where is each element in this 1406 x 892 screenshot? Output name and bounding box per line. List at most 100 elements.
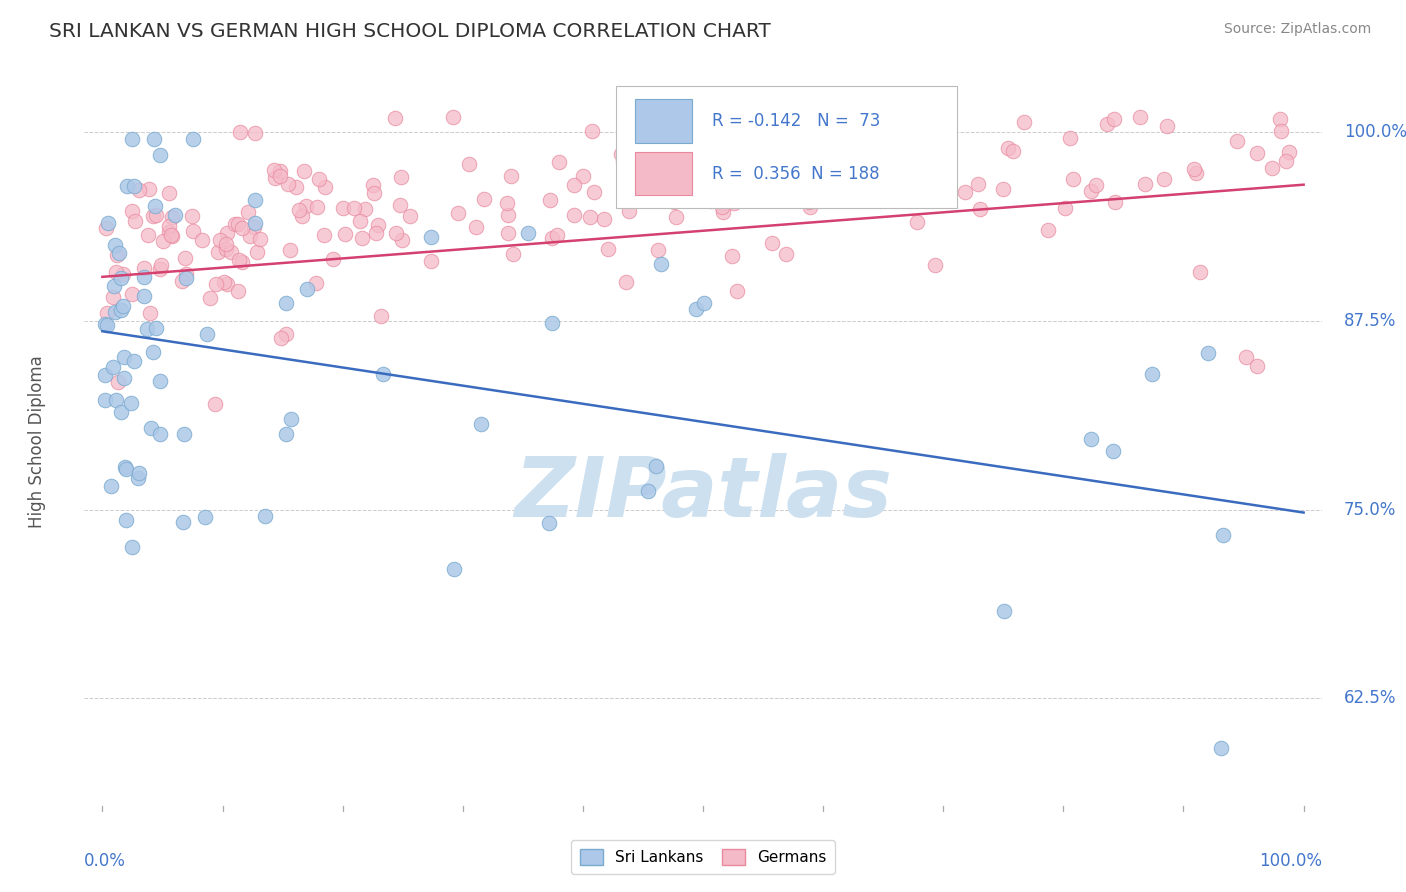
Point bbox=[105, 247, 128, 261]
Point bbox=[361, 178, 384, 192]
Point bbox=[121, 203, 143, 218]
Text: 100.0%: 100.0% bbox=[1258, 853, 1322, 871]
Point bbox=[110, 303, 132, 318]
Point bbox=[307, 200, 329, 214]
Point bbox=[620, 177, 643, 191]
Point bbox=[152, 234, 174, 248]
Point bbox=[799, 200, 821, 214]
Point bbox=[243, 193, 266, 207]
Text: R =  0.356  N = 188: R = 0.356 N = 188 bbox=[711, 164, 879, 183]
Point bbox=[249, 232, 271, 246]
Point bbox=[94, 317, 117, 331]
Point bbox=[145, 208, 167, 222]
Text: Source: ZipAtlas.com: Source: ZipAtlas.com bbox=[1223, 22, 1371, 37]
Point bbox=[1153, 172, 1175, 186]
FancyBboxPatch shape bbox=[636, 152, 692, 195]
Point bbox=[194, 510, 217, 524]
Point bbox=[472, 192, 495, 206]
Point bbox=[96, 220, 118, 235]
Point bbox=[441, 110, 464, 124]
Point bbox=[1059, 131, 1081, 145]
Point bbox=[215, 237, 238, 252]
Point bbox=[969, 202, 991, 216]
Point bbox=[711, 200, 734, 214]
Point bbox=[389, 169, 412, 184]
Point bbox=[96, 305, 118, 319]
Point bbox=[231, 255, 253, 269]
Point bbox=[922, 115, 945, 129]
Point bbox=[181, 224, 204, 238]
Point bbox=[384, 226, 406, 240]
Point bbox=[1038, 223, 1060, 237]
Point bbox=[157, 186, 180, 201]
Point bbox=[226, 285, 249, 299]
Point bbox=[799, 194, 821, 209]
Point bbox=[246, 245, 269, 260]
Point bbox=[128, 183, 150, 197]
Point bbox=[367, 219, 389, 233]
Point bbox=[124, 179, 146, 194]
Point bbox=[180, 210, 202, 224]
Point bbox=[149, 148, 172, 162]
Point bbox=[1156, 119, 1178, 133]
Point bbox=[363, 186, 385, 200]
Point bbox=[276, 326, 298, 341]
Point bbox=[693, 296, 716, 310]
Text: R = -0.142   N =  73: R = -0.142 N = 73 bbox=[711, 112, 880, 130]
Point bbox=[612, 153, 634, 168]
Point bbox=[1188, 264, 1211, 278]
Point bbox=[354, 202, 377, 216]
Point bbox=[288, 202, 311, 217]
Point bbox=[645, 459, 668, 474]
Point bbox=[238, 205, 260, 219]
Point bbox=[1080, 184, 1102, 198]
Point bbox=[593, 212, 616, 227]
Point bbox=[142, 209, 165, 223]
Point bbox=[1278, 145, 1301, 159]
Point bbox=[869, 190, 891, 204]
Point bbox=[1128, 110, 1150, 124]
Point bbox=[464, 220, 486, 235]
Point bbox=[1097, 117, 1119, 131]
Point bbox=[224, 217, 246, 231]
Point bbox=[263, 171, 285, 186]
Text: 87.5%: 87.5% bbox=[1344, 311, 1396, 330]
Point bbox=[775, 246, 797, 260]
Point bbox=[1212, 527, 1234, 541]
Point bbox=[110, 405, 132, 419]
Point bbox=[662, 194, 685, 209]
Point bbox=[96, 318, 118, 332]
Point bbox=[496, 196, 519, 211]
Point bbox=[207, 244, 229, 259]
Point bbox=[292, 163, 315, 178]
Point bbox=[162, 228, 184, 243]
Point bbox=[139, 420, 162, 434]
Point bbox=[136, 322, 159, 336]
Point bbox=[617, 204, 640, 219]
Legend: Sri Lankans, Germans: Sri Lankans, Germans bbox=[571, 840, 835, 874]
Point bbox=[755, 149, 778, 163]
Point bbox=[120, 396, 142, 410]
Point bbox=[228, 125, 250, 139]
Point bbox=[384, 111, 406, 125]
Point bbox=[132, 260, 155, 275]
Point bbox=[1102, 443, 1125, 458]
Point bbox=[121, 541, 143, 555]
Point bbox=[711, 205, 734, 219]
Point bbox=[562, 178, 585, 192]
Point bbox=[295, 281, 318, 295]
Point bbox=[388, 198, 411, 212]
Point bbox=[107, 245, 129, 260]
Point bbox=[1260, 161, 1282, 175]
Point bbox=[343, 201, 366, 215]
Point bbox=[101, 359, 124, 374]
Point bbox=[174, 251, 197, 265]
Point bbox=[496, 226, 519, 240]
Point bbox=[215, 242, 238, 256]
Point bbox=[122, 354, 145, 368]
Point bbox=[205, 277, 228, 291]
Point bbox=[333, 227, 356, 241]
Point bbox=[121, 287, 143, 301]
Point bbox=[149, 262, 172, 277]
Point bbox=[883, 183, 905, 197]
